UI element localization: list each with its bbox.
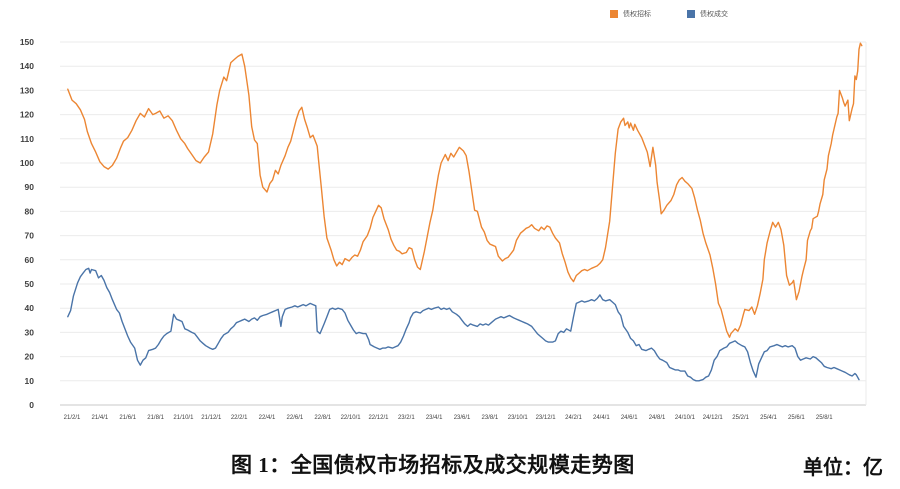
y-axis-tick-label: 10 xyxy=(25,376,35,386)
y-axis-tick-label: 110 xyxy=(20,134,34,144)
x-axis-tick-label: 23/12/1 xyxy=(536,415,557,421)
x-axis-tick-label: 25/8/1 xyxy=(816,415,833,421)
y-axis-tick-label: 100 xyxy=(20,158,34,168)
x-axis-tick-label: 22/10/1 xyxy=(341,415,362,421)
x-axis-tick-label: 22/2/1 xyxy=(231,415,248,421)
y-axis-tick-label: 80 xyxy=(25,206,35,216)
y-axis-tick-label: 0 xyxy=(29,400,34,410)
x-axis-tick-label: 21/10/1 xyxy=(173,415,194,421)
y-axis-tick-label: 130 xyxy=(20,85,34,95)
legend-item-chengjiao: 债权成交 xyxy=(687,10,728,18)
y-axis-tick-label: 70 xyxy=(25,231,35,241)
x-axis-tick-label: 21/12/1 xyxy=(201,415,222,421)
x-axis-tick-label: 24/8/1 xyxy=(649,415,666,421)
x-axis-tick-label: 22/12/1 xyxy=(368,415,389,421)
y-axis-tick-label: 140 xyxy=(20,61,34,71)
x-axis-tick-label: 22/6/1 xyxy=(287,415,304,421)
y-axis-tick-label: 60 xyxy=(25,255,35,265)
y-axis-tick-label: 20 xyxy=(25,352,35,362)
x-axis-tick-label: 24/10/1 xyxy=(675,415,696,421)
x-axis-tick-label: 23/4/1 xyxy=(426,415,443,421)
y-axis-tick-label: 50 xyxy=(25,279,35,289)
x-axis-tick-label: 24/2/1 xyxy=(565,415,582,421)
x-axis-tick-label: 24/12/1 xyxy=(703,415,724,421)
x-axis-tick-label: 21/8/1 xyxy=(147,415,164,421)
legend-label-chengjiao: 债权成交 xyxy=(700,10,728,18)
chengjiao-series-swatch-icon xyxy=(687,10,695,18)
legend-label-zhaobiao: 债权招标 xyxy=(623,10,651,18)
y-axis-tick-label: 90 xyxy=(25,182,35,192)
x-axis-tick-label: 25/6/1 xyxy=(788,415,805,421)
y-axis-tick-label: 40 xyxy=(25,303,35,313)
series-line-债权成交 xyxy=(67,267,860,382)
zhaobiao-series-swatch-icon xyxy=(610,10,618,18)
y-axis-tick-label: 120 xyxy=(20,110,34,120)
figure-caption: 图 1：全国债权市场招标及成交规模走势图 xyxy=(231,453,635,477)
x-axis-tick-label: 25/4/1 xyxy=(760,415,777,421)
x-axis-tick-label: 22/4/1 xyxy=(259,415,276,421)
x-axis-tick-label: 21/2/1 xyxy=(64,415,81,421)
x-axis-tick-label: 24/4/1 xyxy=(593,415,610,421)
x-axis-tick-label: 24/6/1 xyxy=(621,415,638,421)
y-axis-tick-label: 150 xyxy=(20,37,34,47)
legend-item-zhaobiao: 债权招标 xyxy=(610,10,651,18)
x-axis-tick-label: 23/2/1 xyxy=(398,415,415,421)
x-axis-tick-label: 23/6/1 xyxy=(454,415,471,421)
x-axis-tick-label: 23/10/1 xyxy=(508,415,529,421)
y-axis-tick-label: 30 xyxy=(25,327,35,337)
x-axis-tick-label: 23/8/1 xyxy=(482,415,499,421)
chart-legend: 债权招标 债权成交 xyxy=(610,10,728,18)
unit-label: 单位：亿 xyxy=(803,457,883,479)
series-line-债权招标 xyxy=(67,42,863,338)
x-axis-tick-label: 22/8/1 xyxy=(314,415,331,421)
x-axis-tick-label: 21/6/1 xyxy=(119,415,136,421)
x-axis-tick-label: 21/4/1 xyxy=(92,415,109,421)
x-axis-tick-label: 25/2/1 xyxy=(732,415,749,421)
